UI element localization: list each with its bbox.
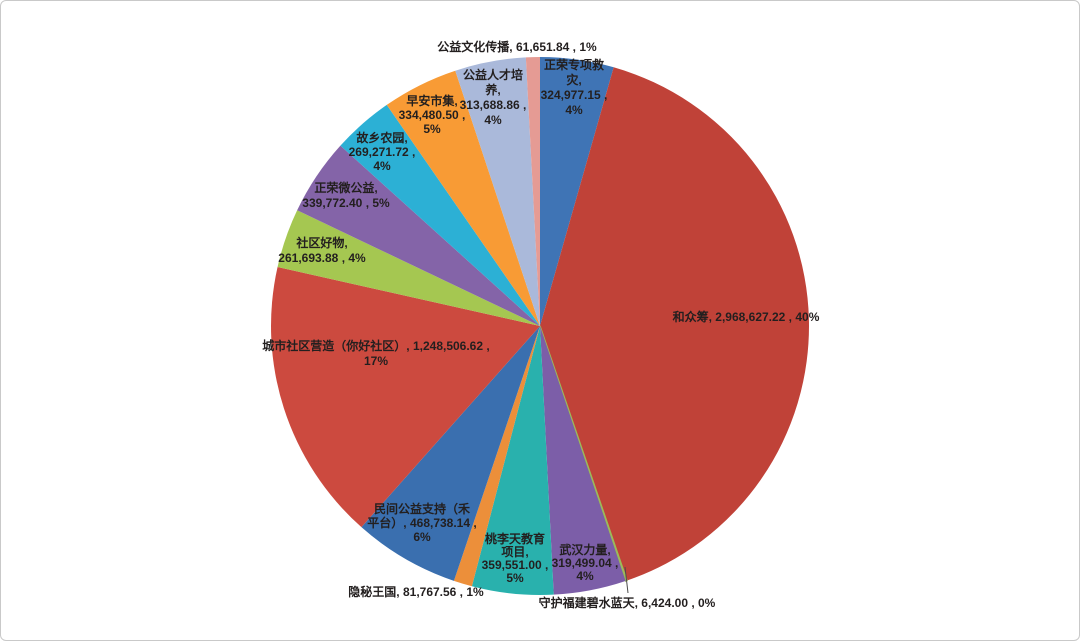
pie-slice bbox=[386, 70, 540, 326]
pie-slice bbox=[297, 145, 540, 326]
pie-slice-label: 公益文化传播, 61,651.84 , 1% bbox=[437, 39, 597, 54]
pie-slice bbox=[525, 56, 540, 326]
pie-slice bbox=[453, 326, 540, 587]
pie-slice-label: 武汉力量, 319,499.04 , 4% bbox=[552, 542, 619, 583]
pie-slice bbox=[340, 104, 540, 326]
pie-slice-label: 公益人才培养, 313,688.86 , 4% bbox=[460, 67, 527, 127]
pie-slice bbox=[361, 326, 540, 581]
pie-slice bbox=[455, 57, 540, 327]
pie-slice-label: 正荣专项救灾, 324,977.15 , 4% bbox=[541, 57, 608, 117]
pie-slice bbox=[540, 57, 614, 326]
pie-slice bbox=[540, 67, 809, 581]
pie-slice bbox=[271, 266, 540, 528]
pie-slice-label: 社区好物, 261,693.88 , 4% bbox=[278, 235, 366, 265]
pie-slice-label: 故乡农园, 269,271.72 , 4% bbox=[349, 130, 416, 173]
pie-slice-label: 守护福建碧水蓝天, 6,424.00 , 0% bbox=[539, 595, 716, 610]
pie-slice bbox=[277, 210, 540, 326]
pie-slice bbox=[540, 326, 626, 595]
pie-slice-label: 早安市集, 334,480.50 , 5% bbox=[399, 93, 466, 136]
pie-slice-label: 正荣微公益, 339,772.40 , 5% bbox=[302, 180, 390, 210]
pie-slice-label: 城市社区营造（你好社区）, 1,248,506.62 , 17% bbox=[262, 338, 489, 368]
pie-slice-label: 桃李天教育项目, 359,551.00 , 5% bbox=[482, 531, 549, 585]
pie-slice bbox=[471, 326, 554, 596]
pie-slice-label: 和众筹, 2,968,627.22 , 40% bbox=[672, 309, 820, 324]
pie-slice-label: 隐秘王国, 81,767.56 , 1% bbox=[348, 584, 484, 599]
leader-line bbox=[624, 566, 629, 594]
pie-slice-label: 民间公益支持（禾平台）, 468,738.14 , 6% bbox=[367, 501, 476, 544]
